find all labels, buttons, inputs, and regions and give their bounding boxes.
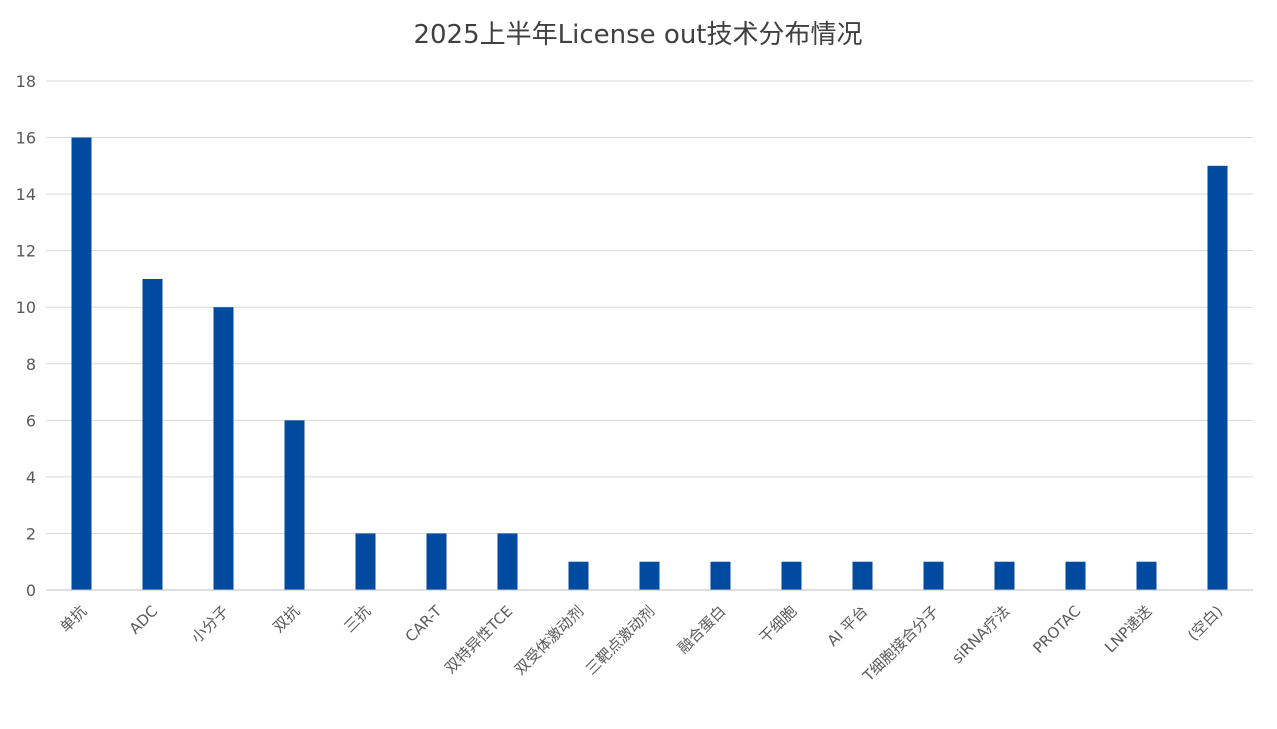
x-category-label: 小分子 (188, 602, 233, 647)
y-tick-label: 16 (16, 129, 36, 148)
x-category-label: 单抗 (56, 602, 90, 636)
x-category-label: 双特异性TCE (441, 602, 516, 677)
y-tick-label: 0 (26, 581, 36, 600)
bar (355, 533, 376, 590)
x-category-label: T细胞接合分子 (859, 602, 943, 686)
bar (639, 561, 660, 590)
bar (426, 533, 447, 590)
bar (1065, 561, 1086, 590)
bar (284, 420, 305, 590)
x-category-label: siRNA疗法 (948, 602, 1013, 667)
y-tick-label: 2 (26, 524, 36, 543)
y-tick-label: 4 (26, 468, 36, 487)
x-category-label: 三靶点激动剂 (582, 602, 658, 678)
bar (497, 533, 518, 590)
x-category-label: AI 平台 (824, 602, 872, 650)
chart-title: 2025上半年License out技术分布情况 (413, 20, 862, 50)
grid-layer (46, 80, 1253, 534)
x-category-label: 干细胞 (756, 602, 801, 647)
bar (710, 561, 731, 590)
y-tick-label: 10 (16, 298, 36, 317)
bar (142, 278, 163, 590)
x-category-label: ADC (126, 602, 162, 638)
bar (994, 561, 1015, 590)
y-axis-ticks: 0 2 4 6 8 10 12 14 16 18 (16, 72, 36, 600)
x-category-label: PROTAC (1029, 602, 1084, 657)
bar (923, 561, 944, 590)
bar (852, 561, 873, 590)
bar (1207, 165, 1228, 591)
x-category-label: 双抗 (269, 602, 303, 636)
bars (71, 137, 1228, 591)
x-category-label: LNP递送 (1101, 602, 1155, 656)
bar (781, 561, 802, 590)
y-tick-label: 6 (26, 411, 36, 430)
x-category-label: (空白) (1184, 602, 1226, 644)
bar (568, 561, 589, 590)
bar (71, 137, 92, 591)
y-tick-label: 18 (16, 72, 36, 91)
y-tick-label: 12 (16, 242, 36, 261)
bar (1136, 561, 1157, 590)
x-category-label: 三抗 (340, 602, 374, 636)
x-category-label: 融合蛋白 (674, 602, 729, 657)
bar (213, 307, 234, 590)
x-category-label: CAR-T (402, 602, 446, 646)
y-tick-label: 14 (16, 185, 36, 204)
x-category-label: 双受体激动剂 (511, 602, 587, 678)
y-tick-label: 8 (26, 355, 36, 374)
